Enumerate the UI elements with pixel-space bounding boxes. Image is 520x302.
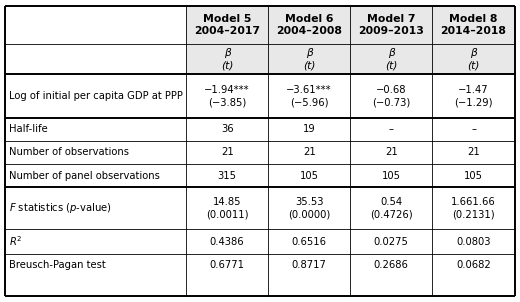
Text: 36: 36 [221, 124, 233, 134]
Text: Model 8
2014–2018: Model 8 2014–2018 [440, 14, 506, 36]
Text: 105: 105 [300, 171, 319, 181]
Text: β
(t): β (t) [303, 48, 315, 70]
Text: −3.61***
(−5.96): −3.61*** (−5.96) [287, 85, 332, 107]
Text: 0.0682: 0.0682 [456, 260, 491, 270]
Text: Model 5
2004–2017: Model 5 2004–2017 [194, 14, 260, 36]
Text: 0.6771: 0.6771 [210, 260, 244, 270]
Bar [186, 44, 268, 74]
Text: –: – [389, 124, 394, 134]
Text: –: – [471, 124, 476, 134]
Text: 19: 19 [303, 124, 316, 134]
Text: 0.54
(0.4726): 0.54 (0.4726) [370, 197, 412, 220]
Bar [350, 6, 432, 44]
Text: 14.85
(0.0011): 14.85 (0.0011) [206, 197, 249, 220]
Text: β
(t): β (t) [467, 48, 480, 70]
Text: 315: 315 [218, 171, 237, 181]
Bar [350, 44, 432, 74]
Text: 0.6516: 0.6516 [292, 236, 327, 247]
Text: −1.94***
(−3.85): −1.94*** (−3.85) [204, 85, 250, 107]
Text: 0.8717: 0.8717 [292, 260, 327, 270]
Text: Log of initial per capita GDP at PPP: Log of initial per capita GDP at PPP [9, 91, 183, 101]
Text: 21: 21 [467, 147, 480, 157]
Text: 21: 21 [385, 147, 398, 157]
Text: 105: 105 [382, 171, 401, 181]
Text: −1.47
(−1.29): −1.47 (−1.29) [454, 85, 493, 107]
Text: −0.68
(−0.73): −0.68 (−0.73) [372, 85, 410, 107]
Text: 35.53
(0.0000): 35.53 (0.0000) [288, 197, 330, 220]
Text: Number of panel observations: Number of panel observations [9, 171, 160, 181]
Text: $\mathit{F}$ statistics ($\mathit{p}$-value): $\mathit{F}$ statistics ($\mathit{p}$-va… [9, 201, 112, 215]
Text: β
(t): β (t) [385, 48, 397, 70]
Text: Model 7
2009–2013: Model 7 2009–2013 [358, 14, 424, 36]
Text: 21: 21 [221, 147, 233, 157]
Text: 0.4386: 0.4386 [210, 236, 244, 247]
Text: Half-life: Half-life [9, 124, 48, 134]
Text: 105: 105 [464, 171, 483, 181]
Text: 1.661.66
(0.2131): 1.661.66 (0.2131) [451, 197, 496, 220]
Text: 0.2686: 0.2686 [374, 260, 409, 270]
Text: Number of observations: Number of observations [9, 147, 129, 157]
Text: $\mathit{R}^2$: $\mathit{R}^2$ [9, 235, 22, 249]
Bar [432, 44, 515, 74]
Text: β
(t): β (t) [221, 48, 233, 70]
Bar [268, 44, 350, 74]
Bar [268, 6, 350, 44]
Text: Breusch-Pagan test: Breusch-Pagan test [9, 260, 106, 270]
Text: 21: 21 [303, 147, 316, 157]
Bar [186, 6, 268, 44]
Bar [432, 6, 515, 44]
Text: Model 6
2004–2008: Model 6 2004–2008 [276, 14, 342, 36]
Text: 0.0803: 0.0803 [456, 236, 491, 247]
Text: 0.0275: 0.0275 [374, 236, 409, 247]
